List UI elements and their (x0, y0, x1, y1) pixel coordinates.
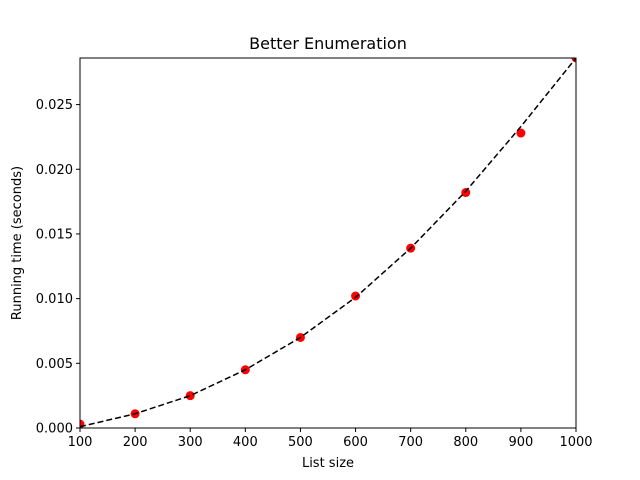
x-tick-label: 100 (68, 435, 93, 450)
data-point (516, 128, 526, 138)
x-tick-label: 1000 (559, 435, 592, 450)
x-axis-label: List size (302, 456, 354, 471)
y-axis-label: Running time (seconds) (10, 166, 25, 320)
fit-line (80, 58, 576, 428)
y-tick-label: 0.005 (36, 357, 73, 372)
y-tick-label: 0.015 (36, 227, 73, 242)
x-tick-label: 300 (178, 435, 203, 450)
x-tick-label: 500 (288, 435, 313, 450)
plot-area (80, 58, 576, 428)
y-tick-label: 0.025 (36, 98, 73, 113)
x-tick-label: 400 (233, 435, 258, 450)
data-point (185, 391, 195, 401)
y-axis: 0.000 0.005 0.010 0.015 0.020 0.025 (36, 98, 80, 437)
x-tick-label: 900 (508, 435, 533, 450)
chart-title: Better Enumeration (249, 34, 407, 53)
y-tick-label: 0.000 (36, 422, 73, 437)
y-tick-label: 0.020 (36, 163, 73, 178)
data-point (461, 188, 471, 198)
data-point (351, 291, 361, 301)
x-tick-label: 800 (453, 435, 478, 450)
axes-frame (79, 57, 577, 429)
x-tick-label: 600 (343, 435, 368, 450)
x-axis: 100 200 300 400 500 600 700 800 900 1000 (68, 428, 593, 450)
y-tick-label: 0.010 (36, 292, 73, 307)
x-tick-label: 700 (398, 435, 423, 450)
x-tick-label: 200 (123, 435, 148, 450)
